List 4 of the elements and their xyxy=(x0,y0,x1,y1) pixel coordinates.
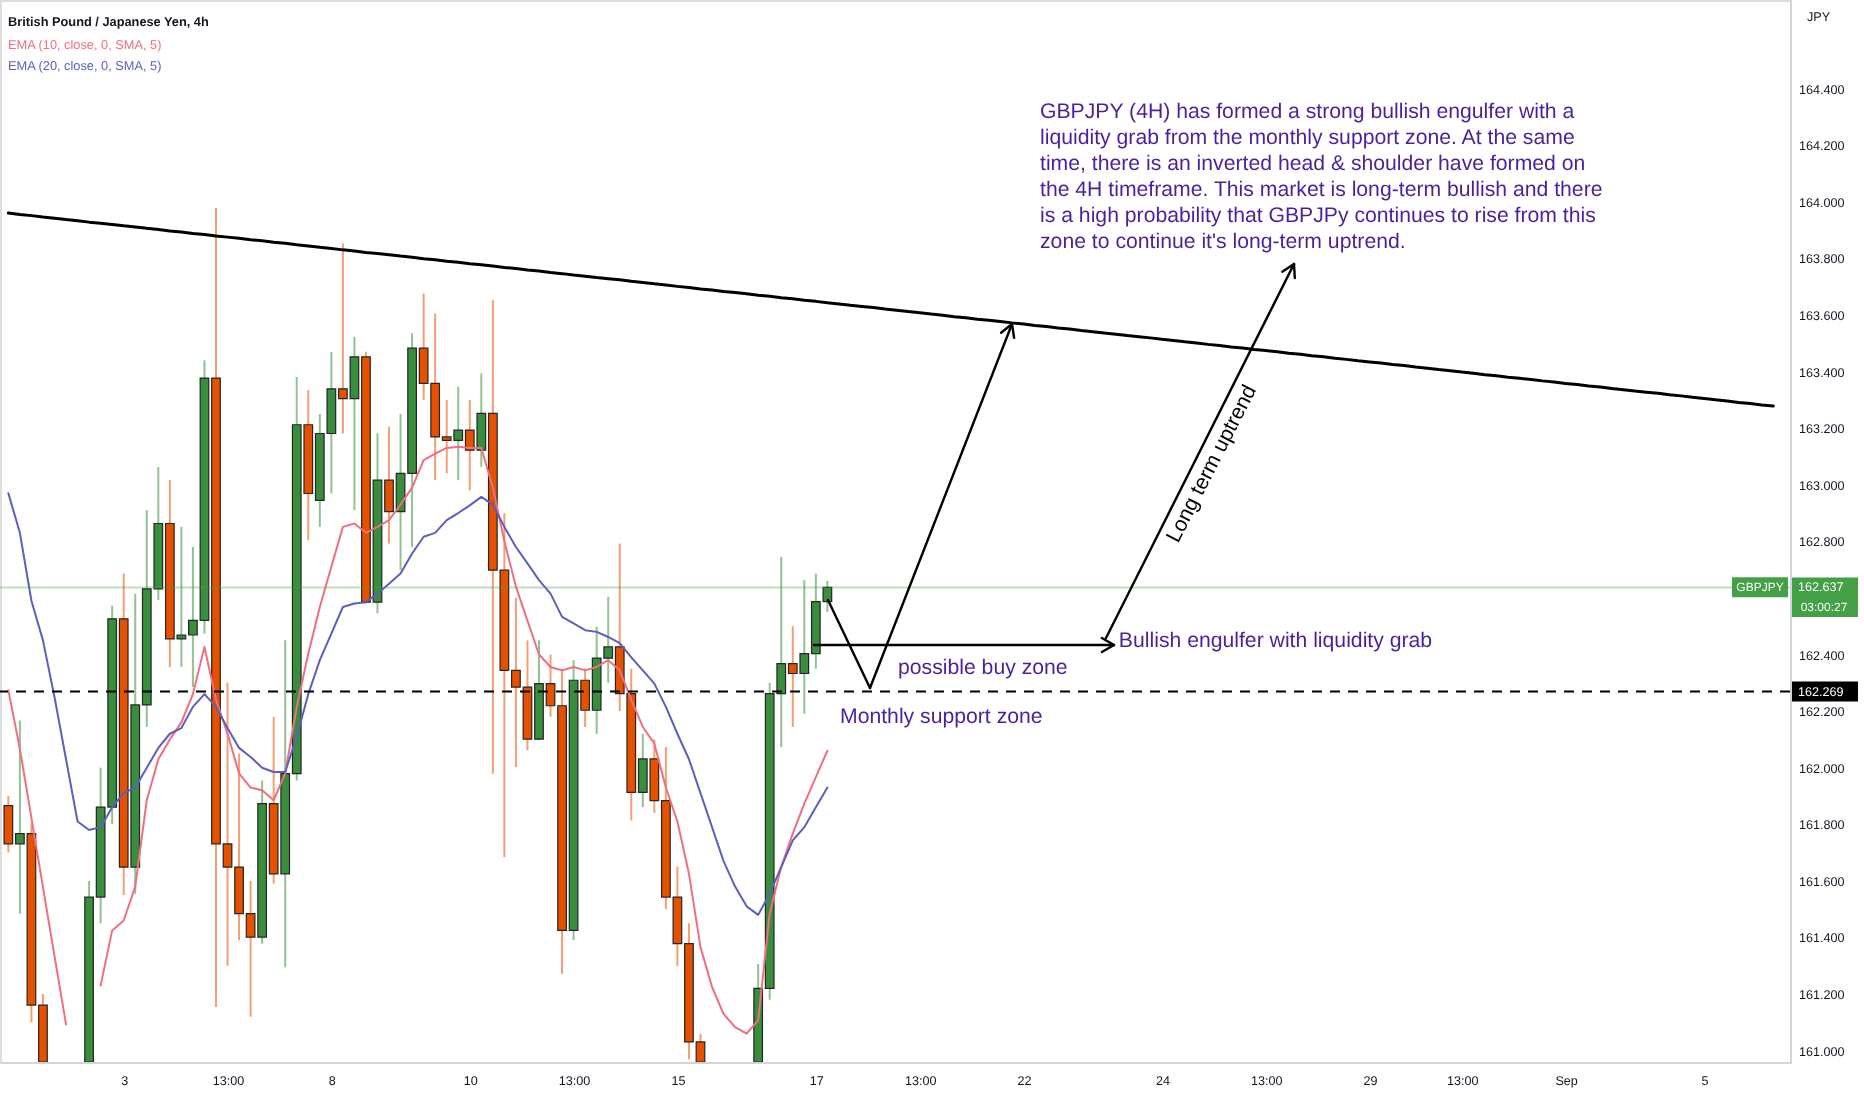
annotation: Monthly support zone xyxy=(840,704,1043,729)
annotation: Bullish engulfer with liquidity grab xyxy=(1118,629,1433,654)
annotation: GBPJPY (4H) has formed a strong bullish engulfer with a liquidity grab from the monthly support zone. At the same time, there is an inverted head & shoulder have formed on the 4H timeframe. This market is long-term bullish and there is a high probability that GBPJPy continues to rise from this zone to continue it's long-term uptrend. xyxy=(1040,100,1603,254)
annotation: possible buy zone xyxy=(898,656,1068,681)
